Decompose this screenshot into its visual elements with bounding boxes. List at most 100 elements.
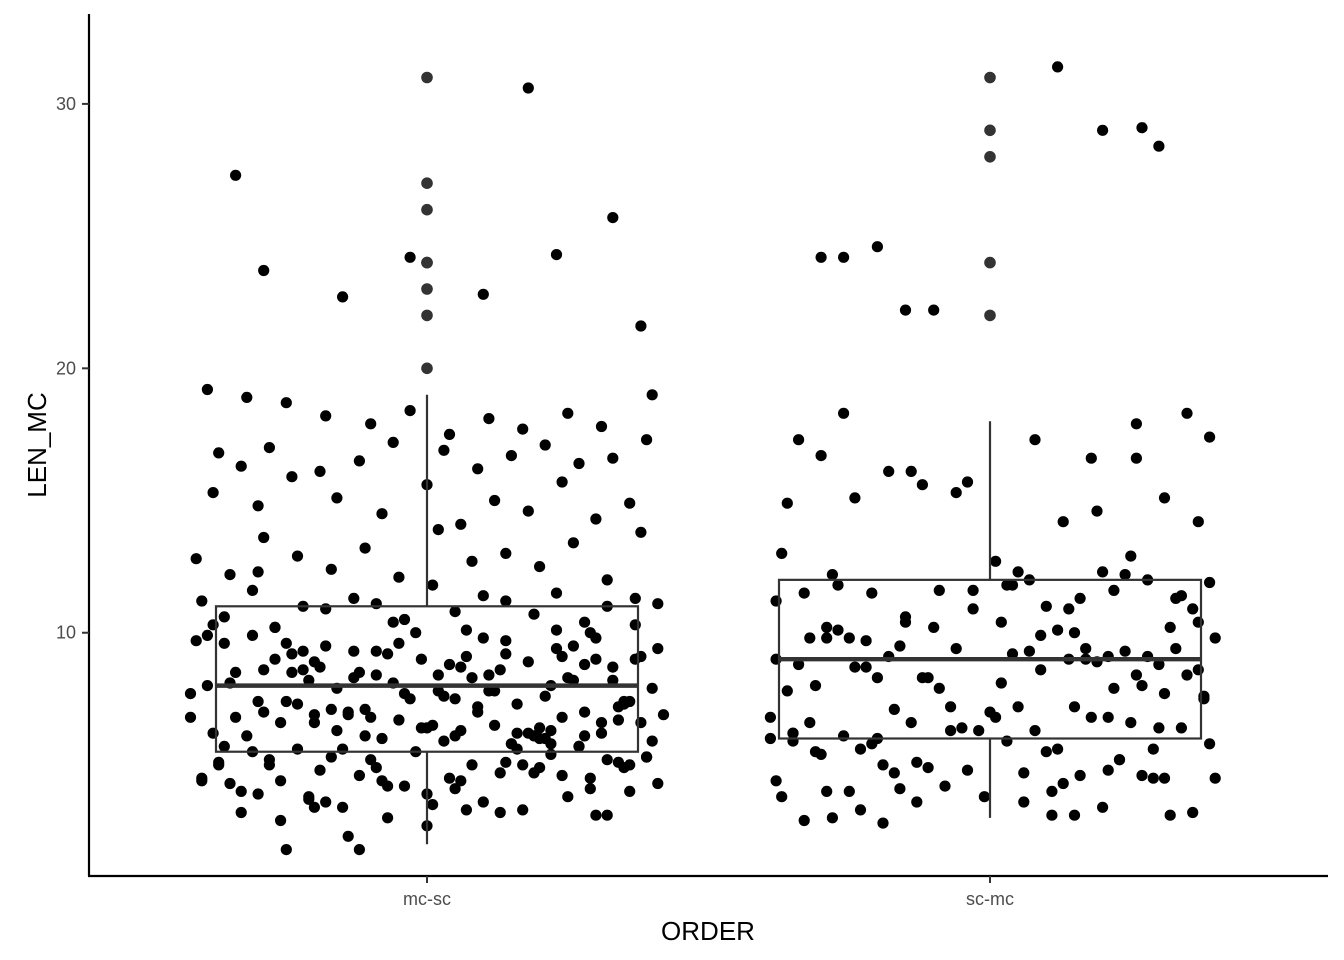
data-point: [922, 672, 934, 684]
data-point: [1158, 772, 1171, 784]
data-point: [945, 701, 957, 713]
data-point: [1192, 516, 1204, 528]
data-point: [393, 637, 405, 649]
data-point: [1158, 492, 1171, 504]
data-point: [883, 465, 895, 477]
data-point: [1153, 658, 1165, 671]
data-point: [1029, 725, 1041, 737]
data-point: [500, 756, 512, 768]
data-point: [252, 566, 264, 578]
data-point: [353, 666, 365, 679]
data-point: [432, 669, 444, 681]
data-point: [590, 653, 602, 665]
data-point: [213, 447, 225, 459]
data-point: [1012, 701, 1024, 713]
data-point: [218, 740, 230, 753]
data-point: [657, 709, 670, 721]
data-point: [207, 487, 219, 499]
data-point: [230, 169, 242, 181]
data-point: [849, 661, 861, 673]
data-point: [1080, 643, 1092, 655]
data-point: [517, 759, 529, 771]
data-point: [809, 680, 822, 692]
data-point: [280, 397, 292, 409]
data-point: [781, 685, 793, 697]
data-point: [443, 658, 456, 671]
data-point: [1001, 579, 1013, 591]
data-point: [866, 587, 878, 599]
data-point: [1052, 743, 1064, 755]
data-point: [398, 688, 411, 700]
data-point: [1063, 603, 1075, 615]
data-point: [1136, 680, 1148, 692]
box-iqr: [214, 605, 640, 753]
data-point: [472, 706, 484, 718]
data-point: [404, 251, 416, 263]
data-point: [973, 725, 985, 737]
data-point: [427, 719, 439, 731]
data-point: [1040, 600, 1052, 612]
data-point: [995, 616, 1007, 628]
data-point: [415, 653, 427, 665]
data-point: [550, 624, 563, 636]
data-point: [455, 518, 467, 530]
data-point: [562, 672, 574, 684]
data-point: [967, 603, 979, 615]
data-point: [286, 666, 298, 679]
outlier-point: [421, 362, 433, 375]
data-point: [201, 629, 213, 642]
data-point: [1125, 550, 1137, 562]
x-axis-ticks: mc-sc sc-mc: [403, 876, 1014, 909]
x-tick-label: sc-mc: [966, 889, 1014, 909]
data-point: [1074, 769, 1086, 782]
data-point: [607, 661, 619, 673]
data-point: [849, 492, 861, 504]
data-point: [218, 637, 230, 649]
outlier-point: [984, 71, 996, 84]
data-point: [1023, 645, 1035, 657]
data-point: [567, 537, 580, 549]
y-tick-label: 10: [56, 623, 76, 643]
data-point: [297, 645, 309, 657]
data-point: [804, 632, 816, 644]
data-point: [1102, 764, 1114, 776]
data-point: [308, 801, 320, 813]
data-point: [815, 251, 827, 263]
data-point: [308, 709, 320, 721]
data-point: [1097, 566, 1109, 578]
data-point: [894, 640, 906, 652]
data-point: [1147, 743, 1159, 755]
data-point: [314, 764, 326, 776]
data-point: [894, 783, 906, 795]
data-point: [387, 616, 399, 628]
data-point: [337, 291, 349, 303]
data-point: [308, 717, 320, 729]
data-point: [776, 791, 788, 803]
data-point: [190, 553, 202, 565]
data-point: [1153, 722, 1165, 734]
data-point: [579, 616, 591, 628]
data-point: [1130, 452, 1142, 464]
data-point: [365, 711, 377, 723]
data-point: [1046, 785, 1058, 798]
data-point: [483, 669, 495, 681]
data-point: [483, 413, 495, 425]
data-point: [1108, 584, 1120, 597]
data-point: [438, 690, 450, 702]
data-point: [359, 730, 371, 742]
box-layer: [214, 394, 1203, 845]
data-point: [770, 775, 782, 787]
data-point: [359, 542, 371, 554]
data-point: [269, 621, 281, 634]
data-point: [365, 418, 377, 430]
data-point: [325, 751, 337, 763]
data-point: [449, 730, 461, 742]
data-point: [443, 772, 456, 784]
data-point: [804, 717, 816, 729]
data-point: [224, 777, 236, 790]
data-point: [787, 727, 799, 739]
data-point: [269, 653, 281, 665]
jitter-points: [184, 61, 1221, 856]
data-point: [511, 698, 523, 710]
y-tick-label: 20: [56, 358, 76, 378]
